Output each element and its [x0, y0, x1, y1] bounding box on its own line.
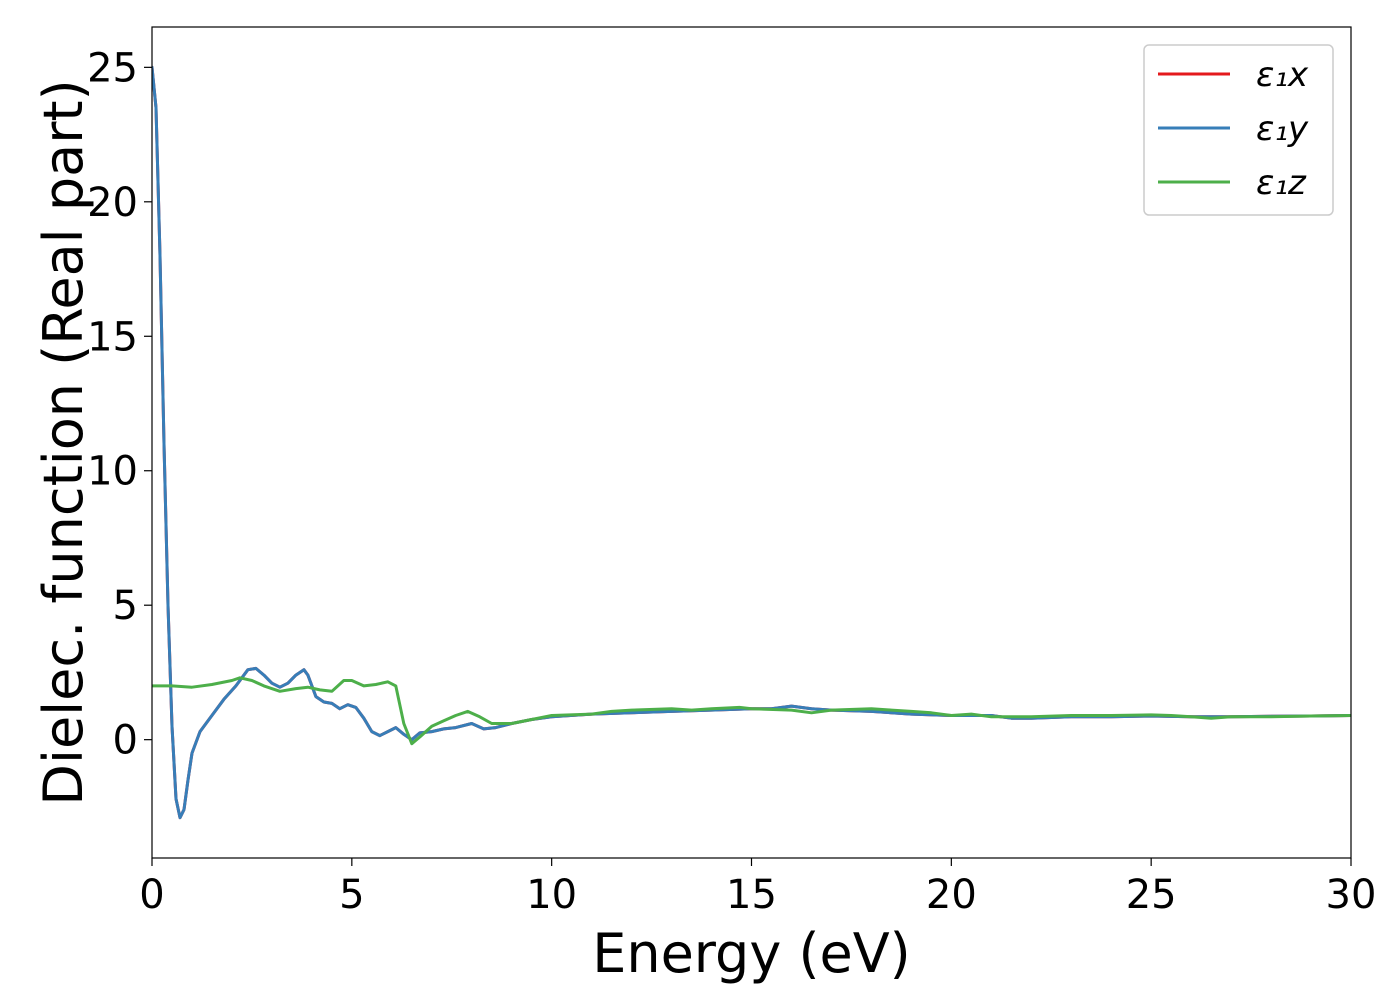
legend-label: ε₁y	[1256, 109, 1309, 149]
x-tick-label: 5	[339, 872, 364, 918]
y-tick-label: 5	[113, 583, 138, 629]
y-tick-label: 25	[87, 45, 138, 91]
x-tick-label: 10	[526, 872, 577, 918]
x-axis-title: Energy (eV)	[592, 922, 911, 985]
series-layer	[152, 65, 1351, 820]
x-tick-label: 30	[1326, 872, 1377, 918]
series-line-2	[152, 65, 1351, 820]
x-tick-label: 0	[139, 872, 164, 918]
x-tick-label: 20	[926, 872, 977, 918]
x-tick-label: 25	[1126, 872, 1177, 918]
y-tick-label: 15	[87, 314, 138, 360]
legend-box	[1143, 44, 1334, 216]
y-axis: 0 5 10 15 20 25	[87, 45, 152, 764]
x-tick-label: 15	[726, 872, 777, 918]
x-axis: 0 5 10 15 20 25 30	[139, 858, 1376, 918]
legend: ε₁x ε₁y ε₁z	[1143, 44, 1334, 216]
y-tick-label: 20	[87, 180, 138, 226]
legend-label: ε₁z	[1256, 163, 1307, 203]
y-tick-label: 10	[87, 449, 138, 495]
y-axis-title: Dielec. function (Real part)	[32, 79, 95, 805]
legend-label: ε₁x	[1256, 55, 1309, 95]
series-line-3	[152, 676, 1351, 746]
y-tick-label: 0	[113, 718, 138, 764]
